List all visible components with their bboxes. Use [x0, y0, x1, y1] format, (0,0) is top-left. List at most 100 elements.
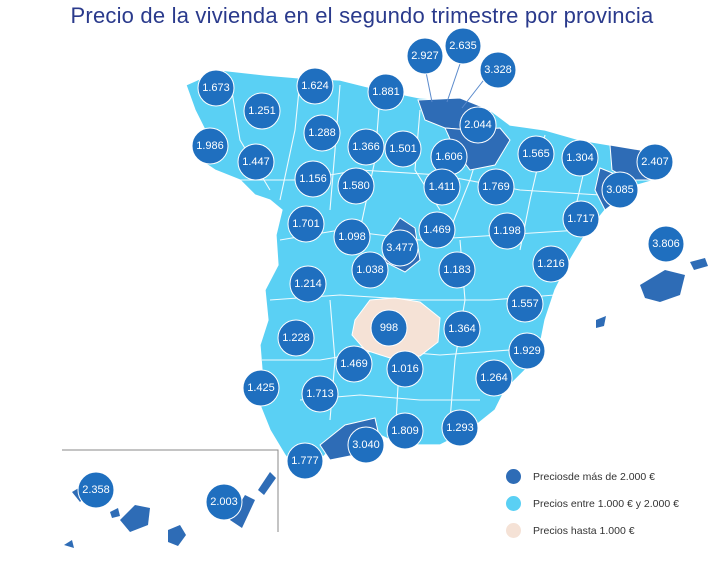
badge-value: 1.469: [423, 224, 451, 236]
badge-value: 1.701: [292, 218, 320, 230]
legend-label-low: Precios hasta 1.000 €: [533, 524, 635, 537]
badge-circle: [418, 211, 456, 249]
canary-island-7: [64, 540, 74, 548]
price-badges: 1.673 1.624 1.881 2.927 2.635 3.328 1.251 2.044…: [77, 27, 685, 521]
badge-value: 1.501: [389, 143, 417, 155]
badge-circle: [477, 168, 515, 206]
price-badge: 1.717: [562, 200, 600, 238]
legend-label-mid: Precios entre 1.000 € y 2.000 €: [533, 497, 679, 510]
badge-value: 1.156: [299, 173, 327, 185]
badge-value: 998: [380, 322, 398, 334]
badge-value: 1.777: [291, 455, 319, 467]
price-badge: 1.777: [286, 442, 324, 480]
legend-item-mid: Precios entre 1.000 € y 2.000 €: [506, 490, 679, 517]
canary-island-2: [120, 505, 150, 532]
badge-circle: [381, 229, 419, 267]
price-badge: 1.264: [475, 359, 513, 397]
badge-circle: [562, 200, 600, 238]
badge-circle: [508, 332, 546, 370]
price-badge: 1.216: [532, 245, 570, 283]
legend: Preciosde más de 2.000 € Precios entre 1…: [506, 463, 679, 544]
price-badge: 1.469: [418, 211, 456, 249]
badge-value: 1.038: [356, 264, 384, 276]
badge-value: 1.557: [511, 298, 539, 310]
badge-circle: [370, 309, 408, 347]
price-badge: 1.580: [337, 167, 375, 205]
badge-circle: [301, 375, 339, 413]
price-badge: 1.038: [351, 251, 389, 289]
price-badge: 1.809: [386, 412, 424, 450]
badge-value: 1.228: [282, 332, 310, 344]
badge-circle: [286, 442, 324, 480]
badge-value: 1.251: [248, 105, 276, 117]
price-badge: 2.044: [459, 106, 497, 144]
badge-value: 1.986: [196, 140, 224, 152]
badge-value: 1.717: [567, 213, 595, 225]
price-badge: 1.624: [296, 67, 334, 105]
badge-value: 1.366: [352, 141, 380, 153]
badge-circle: [438, 251, 476, 289]
badge-value: 1.304: [566, 152, 594, 164]
badge-value: 1.264: [480, 372, 508, 384]
price-badge: 1.769: [477, 168, 515, 206]
badge-circle: [386, 412, 424, 450]
badge-value: 2.003: [210, 496, 238, 508]
price-badge: 1.501: [384, 130, 422, 168]
badge-value: 1.098: [338, 231, 366, 243]
price-badge: 3.328: [479, 51, 517, 89]
price-badge: 2.407: [636, 143, 674, 181]
price-badge: 1.713: [301, 375, 339, 413]
badge-circle: [242, 369, 280, 407]
badge-circle: [294, 160, 332, 198]
badge-value: 2.407: [641, 156, 669, 168]
mainland-spain: [185, 69, 661, 476]
price-badge: 3.806: [647, 225, 685, 263]
price-badge: 2.635: [444, 27, 482, 65]
badge-circle: [423, 168, 461, 206]
badge-value: 2.927: [411, 50, 439, 62]
price-badge: 1.881: [367, 73, 405, 111]
price-badge: 1.228: [277, 319, 315, 357]
price-badge: 1.366: [347, 128, 385, 166]
price-badge: 3.477: [381, 229, 419, 267]
canary-island-4: [110, 508, 120, 518]
badge-circle: [337, 167, 375, 205]
price-badge: 2.358: [77, 471, 115, 509]
badge-value: 1.713: [306, 388, 334, 400]
badge-circle: [532, 245, 570, 283]
price-badge: 1.183: [438, 251, 476, 289]
badge-value: 1.293: [446, 422, 474, 434]
badge-circle: [191, 127, 229, 165]
badge-value: 1.216: [537, 258, 565, 270]
badge-value: 1.198: [493, 225, 521, 237]
price-badge: 1.214: [289, 265, 327, 303]
badge-value: 3.477: [386, 242, 414, 254]
badge-circle: [205, 483, 243, 521]
map-title: Precio de la vivienda en el segundo trim…: [70, 3, 654, 28]
badge-circle: [459, 106, 497, 144]
canary-inset-frame: [62, 449, 279, 532]
badge-circle: [77, 471, 115, 509]
price-badge: 1.288: [303, 114, 341, 152]
badge-circle: [333, 218, 371, 256]
badge-circle: [347, 426, 385, 464]
badge-circle: [479, 51, 517, 89]
legend-label-high: Preciosde más de 2.000 €: [533, 470, 655, 483]
price-badge: 1.986: [191, 127, 229, 165]
canary-island-6: [258, 472, 276, 495]
badge-circle: [289, 265, 327, 303]
badge-circle: [601, 171, 639, 209]
price-badge: 1.557: [506, 285, 544, 323]
badge-circle: [384, 130, 422, 168]
badge-circle: [443, 310, 481, 348]
badge-value: 1.425: [247, 382, 275, 394]
price-badge: 1.447: [237, 143, 275, 181]
badge-value: 2.044: [464, 119, 492, 131]
legend-item-high: Preciosde más de 2.000 €: [506, 463, 679, 490]
price-badge: 1.606: [430, 138, 468, 176]
badge-circle: [335, 345, 373, 383]
badge-value: 1.288: [308, 127, 336, 139]
price-badge: 1.364: [443, 310, 481, 348]
badge-value: 1.606: [435, 151, 463, 163]
